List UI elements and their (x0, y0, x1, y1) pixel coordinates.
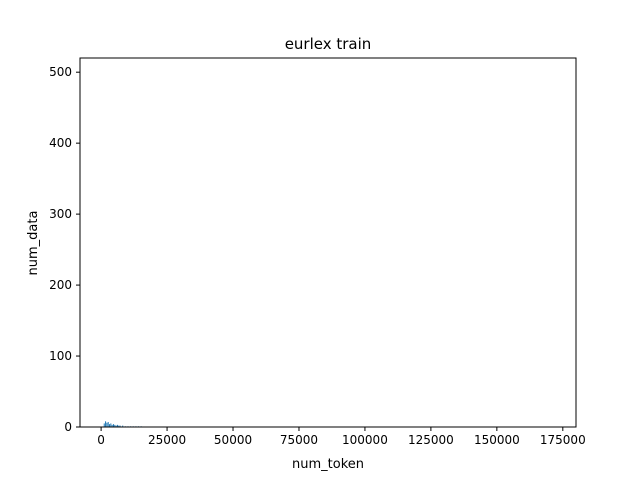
histogram-bar-7 (112, 424, 114, 427)
y-tick-label: 500 (49, 65, 72, 79)
histogram-bar-2 (106, 422, 108, 427)
x-tick-label: 25000 (148, 433, 186, 447)
y-axis-label: num_data (26, 211, 41, 276)
y-tick-label: 100 (49, 349, 72, 363)
chart-title: eurlex train (285, 35, 372, 53)
x-tick-label: 0 (97, 433, 105, 447)
histogram-bar-1 (105, 421, 107, 427)
histogram-bar-8 (114, 424, 116, 427)
x-tick-label: 125000 (408, 433, 454, 447)
histogram-bar-5 (110, 423, 112, 427)
y-tick-label: 0 (64, 420, 72, 434)
histogram-bar-3 (107, 422, 109, 427)
y-tick-label: 200 (49, 278, 72, 292)
plot-area-frame (79, 57, 577, 428)
x-axis: 0 25000 50000 75000 100000 125000 150000 175000 (97, 427, 586, 447)
bars-group (103, 421, 142, 427)
histogram-bar-10 (116, 424, 118, 427)
x-tick-label: 50000 (214, 433, 252, 447)
histogram-bar-9 (115, 425, 117, 427)
histogram-bar-4 (109, 424, 111, 427)
y-tick-label: 400 (49, 136, 72, 150)
histogram-bar-0 (103, 423, 105, 427)
histogram-bar-11 (118, 425, 120, 427)
histogram-bar-13 (122, 425, 124, 427)
x-tick-label: 75000 (280, 433, 318, 447)
x-tick-label: 100000 (342, 433, 388, 447)
x-axis-label: num_token (292, 457, 364, 472)
y-axis: 0 100 200 300 400 500 (49, 65, 80, 434)
y-tick-label: 300 (49, 207, 72, 221)
histogram-bar-12 (119, 425, 121, 427)
x-tick-label: 150000 (474, 433, 520, 447)
histogram-bar-6 (111, 424, 113, 427)
x-tick-label: 175000 (540, 433, 586, 447)
